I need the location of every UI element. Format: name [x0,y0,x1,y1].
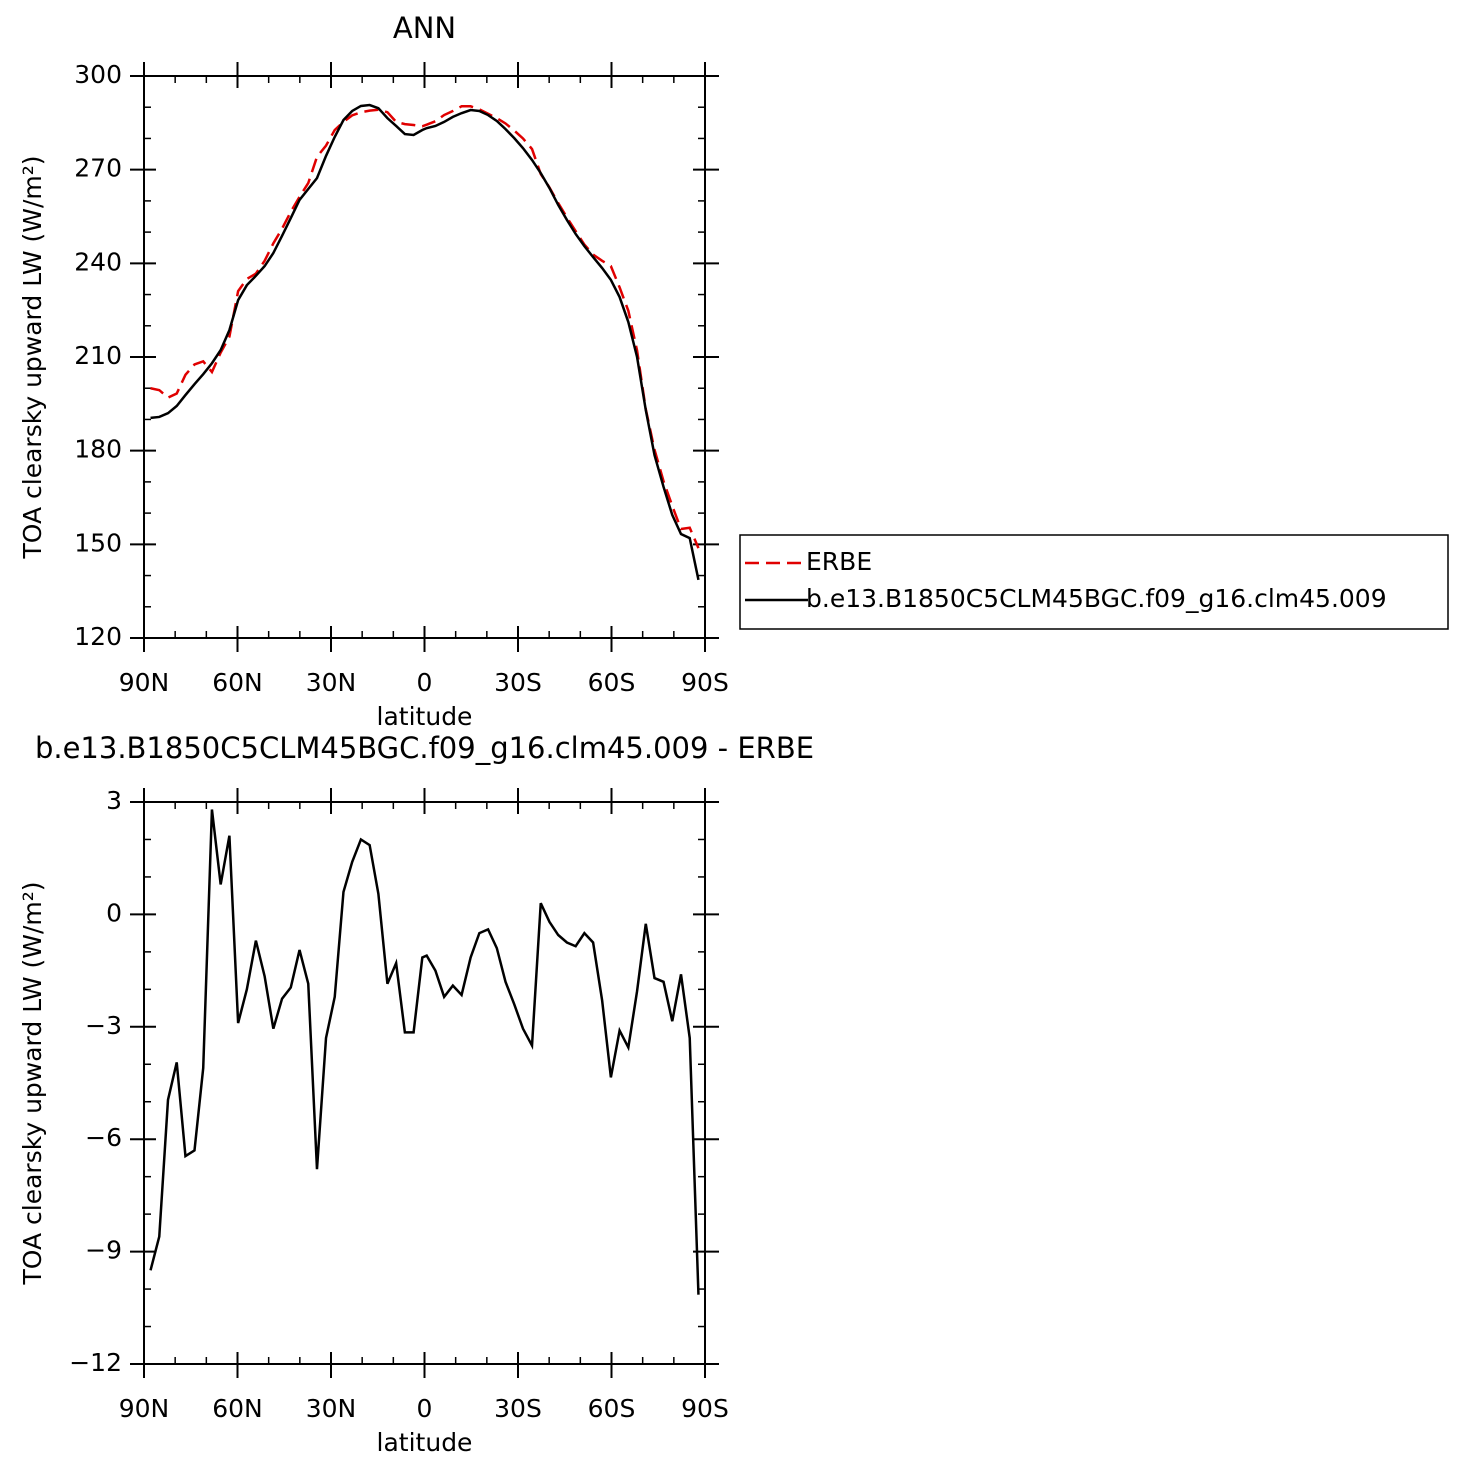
chart-title: ANN [393,11,456,45]
x-tick-label: 30S [494,1394,542,1423]
x-tick-label: 90S [681,668,729,697]
y-tick-label: 3 [106,786,122,815]
x-tick-label: 60N [212,1394,263,1423]
y-tick-label: 120 [74,622,122,651]
y-axis-label: TOA clearsky upward LW (W/m²) [18,881,47,1285]
plot-frame [143,75,706,639]
x-tick-label: 60S [588,668,636,697]
legend-box [739,534,1449,630]
y-tick-label: 150 [74,528,122,557]
plot-frame [143,801,706,1365]
legend-label: ERBE [806,547,872,576]
y-axis-label: TOA clearsky upward LW (W/m²) [18,155,47,559]
chart-title: b.e13.B1850C5CLM45BGC.f09_g16.clm45.009 … [35,731,814,765]
y-tick-label: 0 [106,898,122,927]
y-tick-label: 180 [74,435,122,464]
x-tick-label: 30S [494,668,542,697]
y-tick-label: −9 [85,1236,122,1265]
y-tick-label: −12 [69,1348,122,1377]
data-line [149,809,700,1295]
x-tick-label: 90N [119,668,170,697]
x-tick-label: 0 [417,668,433,697]
x-tick-label: 60N [212,668,263,697]
y-tick-label: −6 [85,1123,122,1152]
x-tick-label: 30N [306,1394,357,1423]
y-tick-label: 300 [74,60,122,89]
x-tick-label: 30N [306,668,357,697]
y-tick-label: 210 [74,341,122,370]
data-line [150,103,700,581]
x-tick-label: 0 [417,1394,433,1423]
x-axis-label: latitude [377,1428,473,1457]
data-line [150,105,700,549]
y-tick-label: 240 [74,247,122,276]
y-tick-label: −3 [85,1011,122,1040]
legend-label: b.e13.B1850C5CLM45BGC.f09_g16.clm45.009 [806,584,1387,613]
x-tick-label: 90N [119,1394,170,1423]
x-axis-label: latitude [377,702,473,731]
x-tick-label: 90S [681,1394,729,1423]
x-tick-label: 60S [588,1394,636,1423]
y-tick-label: 270 [74,154,122,183]
